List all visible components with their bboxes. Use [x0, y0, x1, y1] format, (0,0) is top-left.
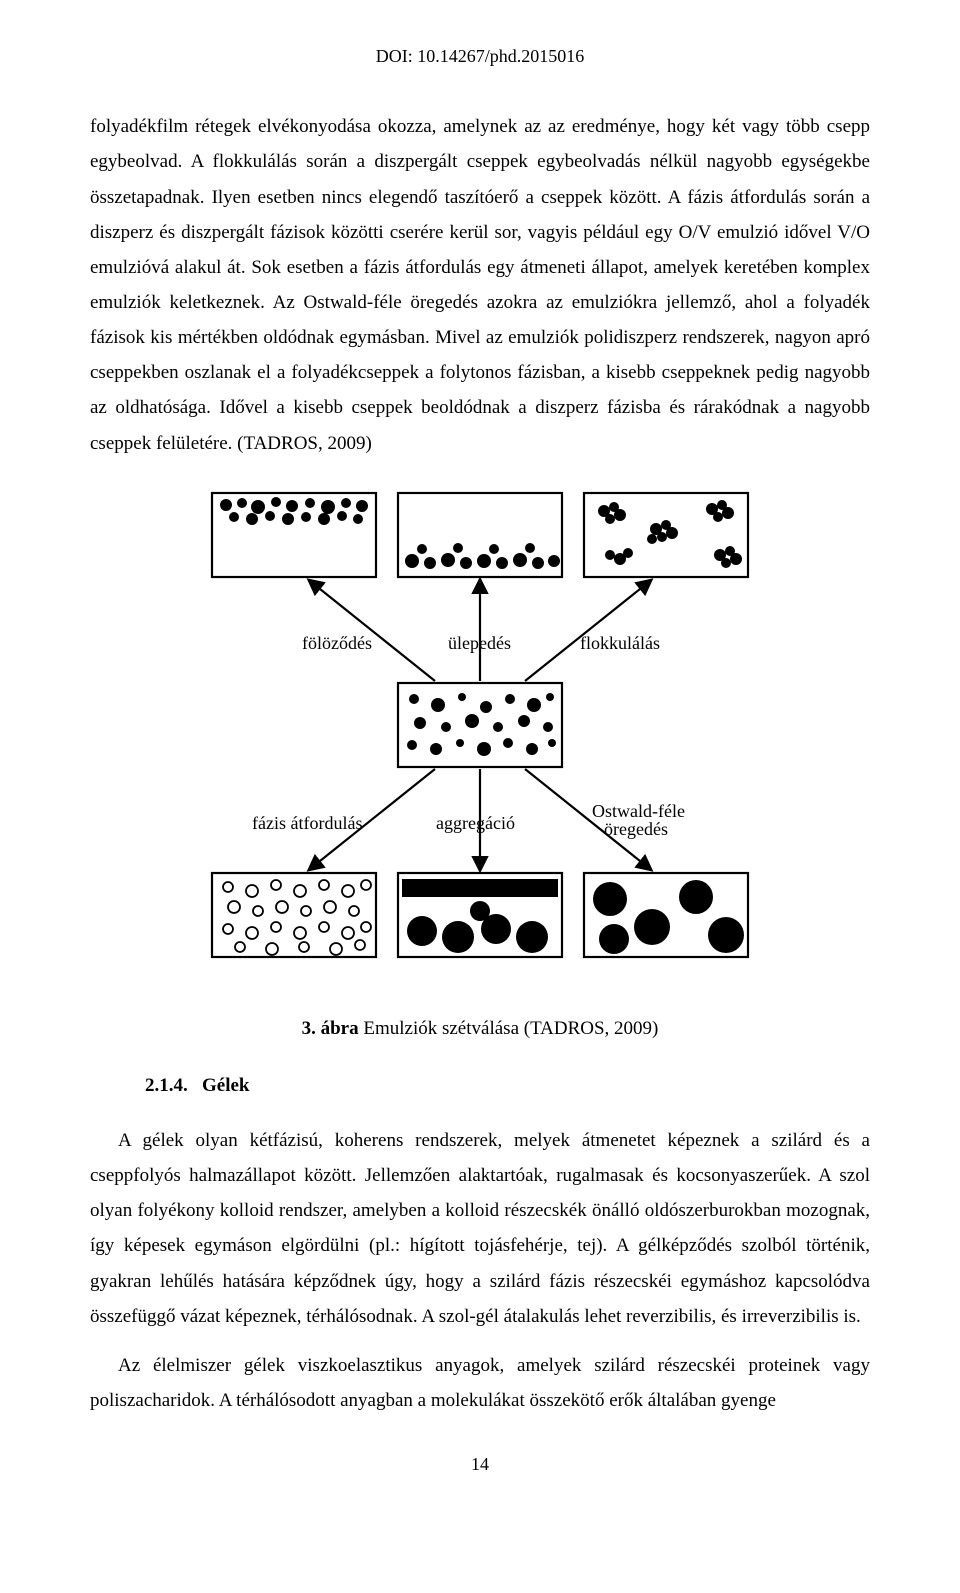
label-aggregation: aggregáció [436, 813, 515, 833]
figure-caption: 3. ábra Emulziók szétválása (TADROS, 200… [90, 1011, 870, 1046]
label-sedimentation: ülepedés [448, 633, 511, 653]
panel-flocculation [584, 493, 748, 577]
panel-ostwald [584, 873, 748, 957]
panel-phase-inversion [212, 873, 376, 957]
arrow-creaming [310, 581, 435, 681]
label-creaming: fölöződés [302, 633, 372, 653]
section-heading-2-1-4: 2.1.4. Gélek [145, 1068, 870, 1103]
panel-creaming [212, 493, 376, 577]
page-number: 14 [90, 1448, 870, 1481]
section-number: 2.1.4. [145, 1075, 188, 1096]
figure-3: fölöződés ülepedés flokkulálás fázis átf… [200, 483, 760, 983]
panel-sedimentation [398, 493, 562, 577]
label-ostwald-1: Ostwald-féle [592, 801, 685, 821]
page: DOI: 10.14267/phd.2015016 folyadékfilm r… [0, 0, 960, 1521]
doi-header: DOI: 10.14267/phd.2015016 [90, 40, 870, 73]
panel-aggregation [398, 873, 562, 957]
panel-center [398, 683, 562, 767]
figure-caption-text: Emulziók szétválása (TADROS, 2009) [359, 1018, 659, 1039]
body-paragraph-3: Az élelmiszer gélek viszkoelasztikus any… [90, 1348, 870, 1418]
section-title: Gélek [202, 1075, 250, 1096]
emulsion-diagram: fölöződés ülepedés flokkulálás fázis átf… [200, 483, 760, 983]
arrow-flocculation [525, 581, 650, 681]
body-paragraph-2: A gélek olyan kétfázisú, koherens rendsz… [90, 1123, 870, 1334]
figure-caption-label: 3. ábra [302, 1018, 359, 1039]
body-paragraph-1: folyadékfilm rétegek elvékonyodása okozz… [90, 109, 870, 460]
label-phase-inversion: fázis átfordulás [252, 813, 362, 833]
label-flocculation: flokkulálás [580, 633, 660, 653]
label-ostwald-2: öregedés [604, 819, 668, 839]
